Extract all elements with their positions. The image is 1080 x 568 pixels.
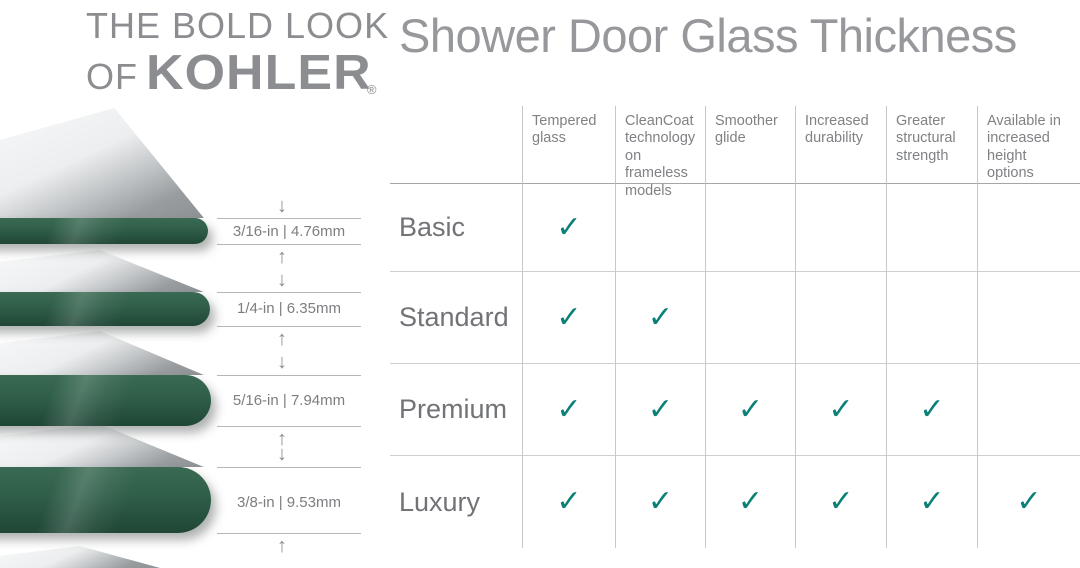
down-arrow-icon: ↓ xyxy=(277,195,287,217)
up-arrow-icon: ↑ xyxy=(277,328,287,350)
glass-sheet-4 xyxy=(0,424,204,467)
check-icon: ✓ xyxy=(919,392,945,426)
check-cell xyxy=(886,272,977,364)
measurement-label-4: 3/8-in | 9.53mm xyxy=(237,494,341,511)
check-cell xyxy=(977,364,1080,456)
check-cell: ✓ xyxy=(705,364,795,456)
check-cell: ✓ xyxy=(615,456,705,548)
measurement-label-2: 1/4-in | 6.35mm xyxy=(237,300,341,317)
logo-of: OF xyxy=(86,56,138,97)
page-title: Shower Door Glass Thickness xyxy=(399,9,1017,62)
check-icon: ✓ xyxy=(1016,485,1042,518)
check-cell xyxy=(886,184,977,272)
check-icon: ✓ xyxy=(828,485,854,518)
check-cell: ✓ xyxy=(522,364,615,456)
row-label-premium: Premium xyxy=(390,364,522,456)
check-cell xyxy=(705,184,795,272)
glass-sheet-2 xyxy=(0,250,204,292)
check-icon: ✓ xyxy=(647,392,674,426)
column-header-cleancoat: CleanCoat technology on frameless models xyxy=(615,106,705,199)
measurement-label-3: 5/16-in | 7.94mm xyxy=(232,392,346,409)
column-header-height-options: Available in increased height options xyxy=(977,106,1080,184)
down-arrow-icon: ↓ xyxy=(277,443,287,465)
column-header-durability: Increased durability xyxy=(795,106,886,184)
check-cell: ✓ xyxy=(705,456,795,548)
measurement-label-1: 3/16-in | 4.76mm xyxy=(232,223,346,240)
check-icon: ✓ xyxy=(556,210,582,244)
check-icon: ✓ xyxy=(919,485,945,518)
check-cell: ✓ xyxy=(522,184,615,272)
check-icon: ✓ xyxy=(556,392,582,426)
glass-edge-2 xyxy=(0,292,210,326)
check-cell xyxy=(615,184,705,272)
glass-edge-4 xyxy=(0,467,211,533)
check-cell: ✓ xyxy=(522,456,615,548)
check-icon: ✓ xyxy=(647,485,674,518)
dimension-line xyxy=(217,467,361,468)
kohler-logo: THE BOLD LOOK OF KOHLER ® xyxy=(86,8,389,98)
dimension-line xyxy=(217,218,361,219)
logo-brand: KOHLER xyxy=(146,46,372,100)
check-icon: ✓ xyxy=(556,300,582,334)
glass-sheet-1 xyxy=(0,108,204,218)
dimension-line xyxy=(217,533,361,534)
logo-tagline: THE BOLD LOOK xyxy=(86,5,390,46)
check-icon: ✓ xyxy=(737,485,764,518)
up-arrow-icon: ↑ xyxy=(277,246,287,268)
glass-edge-1 xyxy=(0,218,208,244)
up-arrow-icon: ↑ xyxy=(277,535,287,557)
check-cell: ✓ xyxy=(795,456,886,548)
column-header-tempered-glass: Tempered glass xyxy=(522,106,615,184)
check-cell xyxy=(795,184,886,272)
check-icon: ✓ xyxy=(556,485,582,518)
check-cell: ✓ xyxy=(522,272,615,364)
glass-sheet-5 xyxy=(0,546,160,568)
glass-sheet-3 xyxy=(0,331,204,375)
check-icon: ✓ xyxy=(828,392,854,426)
check-cell: ✓ xyxy=(615,364,705,456)
dimension-line xyxy=(217,326,361,327)
dimension-line xyxy=(217,375,361,376)
dimension-line xyxy=(217,244,361,245)
check-cell: ✓ xyxy=(886,364,977,456)
row-label-standard: Standard xyxy=(390,272,522,364)
check-cell: ✓ xyxy=(615,272,705,364)
check-icon: ✓ xyxy=(647,300,674,334)
table-corner xyxy=(390,106,522,184)
check-cell xyxy=(795,272,886,364)
comparison-table: Tempered glass CleanCoat technology on f… xyxy=(390,106,1080,548)
row-label-basic: Basic xyxy=(390,184,522,272)
column-header-structural-strength: Greater structural strength xyxy=(886,106,977,184)
check-cell xyxy=(977,272,1080,364)
down-arrow-icon: ↓ xyxy=(277,351,287,373)
down-arrow-icon: ↓ xyxy=(277,269,287,291)
dimension-line xyxy=(217,292,361,293)
row-label-luxury: Luxury xyxy=(399,486,481,517)
registered-mark-icon: ® xyxy=(366,82,377,97)
check-cell: ✓ xyxy=(886,456,977,548)
column-header-smoother-glide: Smoother glide xyxy=(705,106,795,184)
up-arrow-icon: ↑ xyxy=(277,428,287,450)
dimension-line xyxy=(217,426,361,427)
check-cell xyxy=(977,184,1080,272)
glass-edge-3 xyxy=(0,375,211,426)
check-cell xyxy=(705,272,795,364)
check-cell: ✓ xyxy=(795,364,886,456)
check-cell: ✓ xyxy=(977,456,1080,548)
check-icon: ✓ xyxy=(737,392,764,426)
